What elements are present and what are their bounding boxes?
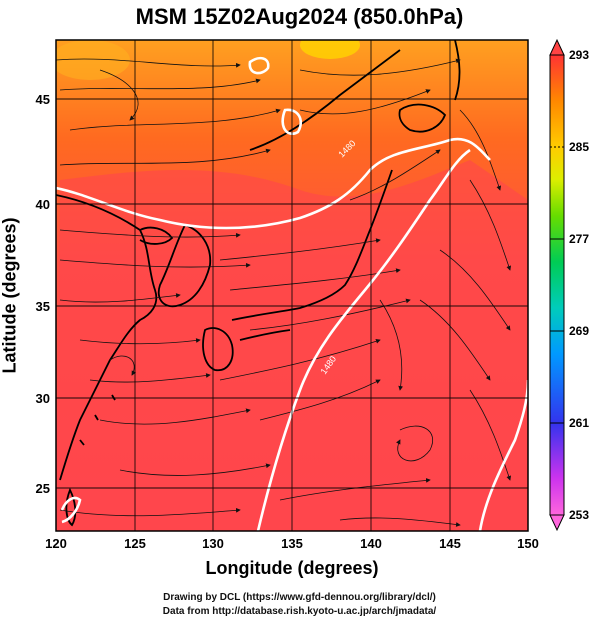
x-tick-150: 150 <box>517 536 539 551</box>
colorbar-gradient <box>549 54 565 516</box>
credit-data: Data from http://database.rish.kyoto-u.a… <box>162 606 437 617</box>
graticule <box>56 40 528 531</box>
y-tick-40: 40 <box>36 197 50 212</box>
colorbar-tick-285: 285 <box>569 140 589 154</box>
y-tick-30: 30 <box>36 391 50 406</box>
y-axis-label: Latitude (degrees) <box>0 217 20 374</box>
streamlines <box>56 58 512 527</box>
colorbar: 293 285 277 269 261 253 <box>549 38 589 532</box>
y-tick-labels: 25 30 35 40 45 <box>36 92 50 496</box>
colorbar-bottom-arrow <box>549 514 565 532</box>
x-tick-120: 120 <box>45 536 67 551</box>
colorbar-tick-293: 293 <box>569 48 589 62</box>
x-axis-label: Longitude (degrees) <box>205 558 379 578</box>
x-tick-135: 135 <box>281 536 303 551</box>
colorbar-top-arrow <box>549 38 565 56</box>
x-tick-140: 140 <box>360 536 382 551</box>
colorbar-tick-261: 261 <box>569 416 589 430</box>
y-tick-35: 35 <box>36 299 50 314</box>
colorbar-tick-253: 253 <box>569 508 589 522</box>
credit-drawing: Drawing by DCL (https://www.gfd-dennou.o… <box>163 592 436 603</box>
temperature-field <box>56 40 528 531</box>
coastlines <box>56 40 461 527</box>
map-title: MSM 15Z02Aug2024 (850.0hPa) <box>135 4 464 29</box>
x-tick-labels: 120 125 130 135 140 145 150 <box>45 536 539 551</box>
x-tick-130: 130 <box>202 536 224 551</box>
x-tick-145: 145 <box>439 536 461 551</box>
colorbar-tick-277: 277 <box>569 232 589 246</box>
y-tick-45: 45 <box>36 92 50 107</box>
colorbar-tick-269: 269 <box>569 324 589 338</box>
y-tick-25: 25 <box>36 481 50 496</box>
x-tick-125: 125 <box>124 536 146 551</box>
map-frame <box>55 39 529 532</box>
